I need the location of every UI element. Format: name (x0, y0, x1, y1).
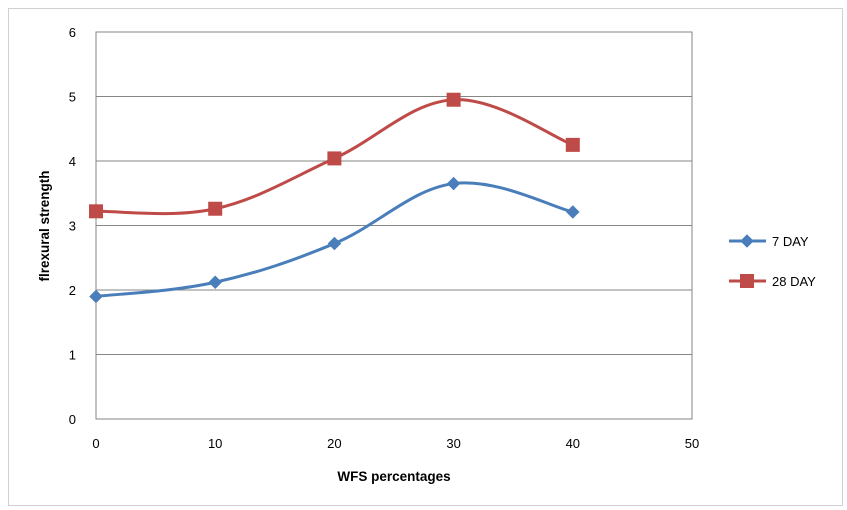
chart-frame (8, 8, 843, 506)
diamond-marker (446, 176, 461, 191)
y-tick-label: 3 (69, 219, 76, 234)
x-tick-label: 10 (208, 436, 222, 451)
diamond-marker (208, 275, 223, 290)
y-axis-title: flrexural strength (37, 170, 52, 281)
y-tick-labels: 0 1 2 3 4 5 6 (69, 25, 76, 427)
legend-label: 7 DAY (772, 234, 809, 249)
x-tick-label: 50 (685, 436, 699, 451)
x-tick-label: 0 (92, 436, 99, 451)
square-marker (327, 151, 342, 166)
y-tick-label: 6 (69, 25, 76, 40)
legend-item: 28 DAY (729, 274, 816, 289)
series-7-day (89, 176, 580, 304)
square-marker (565, 137, 580, 152)
legend-square-marker (740, 274, 754, 288)
x-axis-title: WFS percentages (337, 469, 450, 484)
x-tick-labels: 0 10 20 30 40 50 (92, 436, 699, 451)
y-tick-label: 2 (69, 283, 76, 298)
y-tick-label: 5 (69, 90, 76, 105)
y-tick-label: 4 (69, 154, 76, 169)
x-tick-label: 40 (566, 436, 580, 451)
square-marker (89, 204, 103, 219)
plot-area (95, 31, 693, 420)
diamond-marker (565, 205, 580, 219)
legend-diamond-marker (740, 234, 754, 248)
diamond-marker (327, 236, 342, 251)
x-tick-label: 30 (446, 436, 460, 451)
series-28-day (89, 92, 580, 219)
square-marker (446, 92, 461, 107)
y-tick-label: 1 (69, 348, 76, 363)
legend: 7 DAY 28 DAY (729, 234, 816, 289)
series-group (89, 92, 580, 304)
legend-label: 28 DAY (772, 274, 816, 289)
square-marker (208, 201, 223, 216)
y-tick-label: 0 (69, 412, 76, 427)
diamond-marker (89, 289, 103, 304)
legend-item: 7 DAY (729, 234, 809, 249)
x-tick-label: 20 (327, 436, 341, 451)
gridlines (96, 31, 692, 420)
